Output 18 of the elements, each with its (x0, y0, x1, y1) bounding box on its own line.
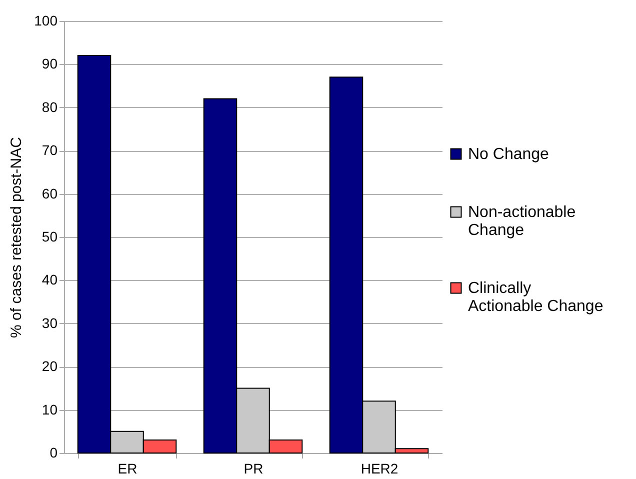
y-tick-label: 60 (42, 185, 58, 202)
y-tick-label: 40 (42, 272, 58, 288)
y-tick-label: 30 (42, 314, 58, 331)
x-tick-label: PR (244, 460, 264, 476)
y-tick-label: 100 (34, 12, 58, 28)
y-tick-label: 0 (50, 444, 58, 460)
legend-label: No Change (468, 146, 550, 163)
x-tick-label: ER (118, 460, 138, 476)
legend-label: Clinically Actionable Change (468, 280, 604, 315)
y-tick-label: 20 (42, 358, 58, 374)
legend-label: Non-actionable Change (468, 204, 576, 239)
x-tick-label: HER2 (360, 460, 398, 476)
y-axis-title: % of cases retested post-NAC (8, 136, 26, 338)
y-tick-label: 50 (42, 228, 58, 244)
y-tick-label: 80 (42, 98, 58, 115)
y-tick-label: 10 (42, 401, 58, 418)
y-tick-label: 70 (42, 142, 58, 158)
y-tick-label: 90 (42, 56, 58, 72)
